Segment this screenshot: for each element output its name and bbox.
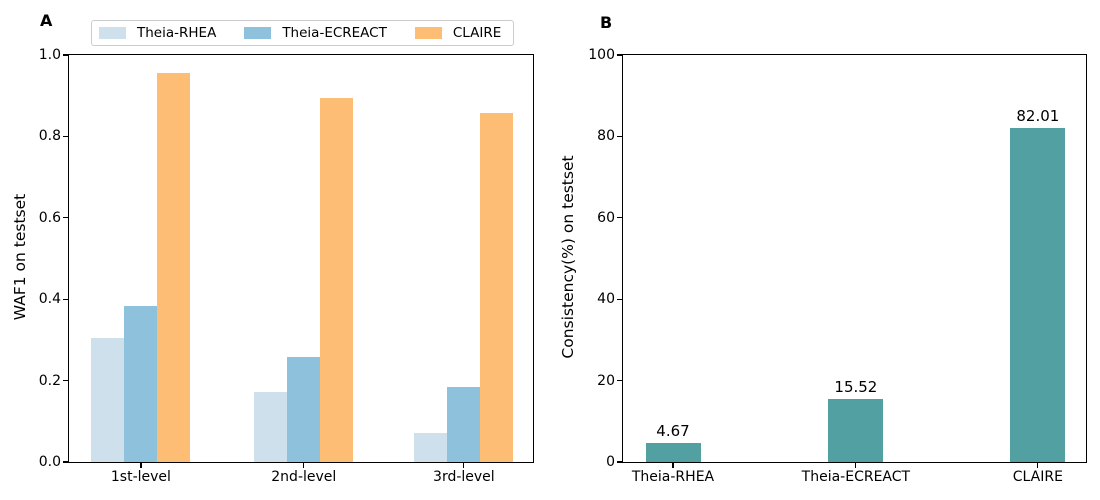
panel-b-plot-area: 0 20 40 60 80 100 Theia-RHEA 4.67 Theia-ECREACT 1… (588, 47, 1087, 485)
y-tick-label: 20 (597, 372, 615, 389)
bar-theia-ecreact-1st-level (124, 305, 158, 462)
legend-swatch-icon (99, 27, 126, 39)
bar-theia-ecreact-2nd-level (287, 357, 321, 462)
y-tick (617, 217, 622, 219)
y-tick (63, 217, 68, 219)
legend: Theia-RHEA Theia-ECREACT CLAIRE (91, 20, 515, 46)
y-tick-label: 0.8 (38, 128, 61, 145)
y-tick-label: 100 (588, 47, 615, 63)
bar-theia-rhea-1st-level (91, 337, 125, 462)
x-tick-label-1st-level: 1st-level (110, 469, 171, 485)
y-tick-label: 1.0 (38, 47, 61, 63)
x-tick-label-theia-rhea: Theia-RHEA (631, 469, 715, 485)
y-tick (63, 54, 68, 56)
y-tick (617, 135, 622, 137)
y-tick-label: 0.2 (38, 372, 61, 389)
bar-value-label-theia-rhea: 4.67 (656, 422, 690, 440)
panel-a-plot-area: 0.0 0.2 0.4 0.6 0.8 1.0 1st-level 2nd-level 3rd-… (39, 47, 534, 485)
x-tick-label-theia-ecreact: Theia-ECREACT (801, 469, 911, 485)
bar-value-label-claire: 82.01 (1016, 107, 1060, 126)
bar-claire-2nd-level (320, 97, 354, 462)
x-tick (855, 463, 857, 468)
x-tick (303, 463, 305, 468)
panel-a-letter: A (40, 11, 53, 30)
x-tick (1037, 463, 1039, 468)
y-tick-label: 0 (606, 454, 615, 470)
y-tick (617, 54, 622, 56)
bar-claire-3rd-level (480, 112, 514, 462)
bar-theia-ecreact-3rd-level (447, 386, 481, 462)
panel-b-y-axis-title: Consistency(%) on testset (559, 155, 577, 359)
x-tick (463, 463, 465, 468)
legend-label: Theia-ECREACT (282, 25, 387, 41)
legend-entry-theia-ecreact: Theia-ECREACT (244, 25, 387, 41)
bar-value-label-theia-ecreact: 15.52 (834, 377, 878, 396)
y-tick (63, 298, 68, 300)
y-tick (617, 298, 622, 300)
y-tick (63, 380, 68, 382)
y-tick-label: 0.4 (38, 291, 61, 308)
legend-entry-theia-rhea: Theia-RHEA (99, 25, 216, 41)
y-tick (617, 461, 622, 463)
y-tick-label: 40 (597, 291, 615, 308)
x-tick (672, 463, 674, 468)
y-tick-label: 60 (597, 209, 615, 226)
legend-label: CLAIRE (452, 25, 502, 41)
x-tick-label-claire: CLAIRE (1012, 469, 1063, 485)
y-tick-label: 80 (597, 128, 615, 145)
y-tick (63, 461, 68, 463)
bar-consistency-theia-ecreact (828, 398, 884, 462)
x-tick (140, 463, 142, 468)
x-tick-label-2nd-level: 2nd-level (271, 469, 337, 485)
bar-consistency-theia-rhea (645, 443, 701, 462)
bar-theia-rhea-3rd-level (414, 432, 448, 462)
bar-consistency-claire (1010, 128, 1066, 462)
legend-swatch-icon (244, 27, 272, 39)
bar-claire-1st-level (157, 72, 191, 462)
y-tick-label: 0.0 (38, 454, 61, 470)
legend-entry-claire: CLAIRE (414, 25, 502, 41)
x-tick-label-3rd-level: 3rd-level (433, 469, 495, 485)
bar-theia-rhea-2nd-level (254, 392, 288, 462)
y-tick-label: 0.6 (38, 209, 61, 226)
legend-label: Theia-RHEA (137, 25, 217, 41)
y-tick (617, 380, 622, 382)
panel-b-letter: B (600, 13, 613, 32)
y-tick (63, 135, 68, 137)
legend-swatch-icon (414, 27, 442, 39)
